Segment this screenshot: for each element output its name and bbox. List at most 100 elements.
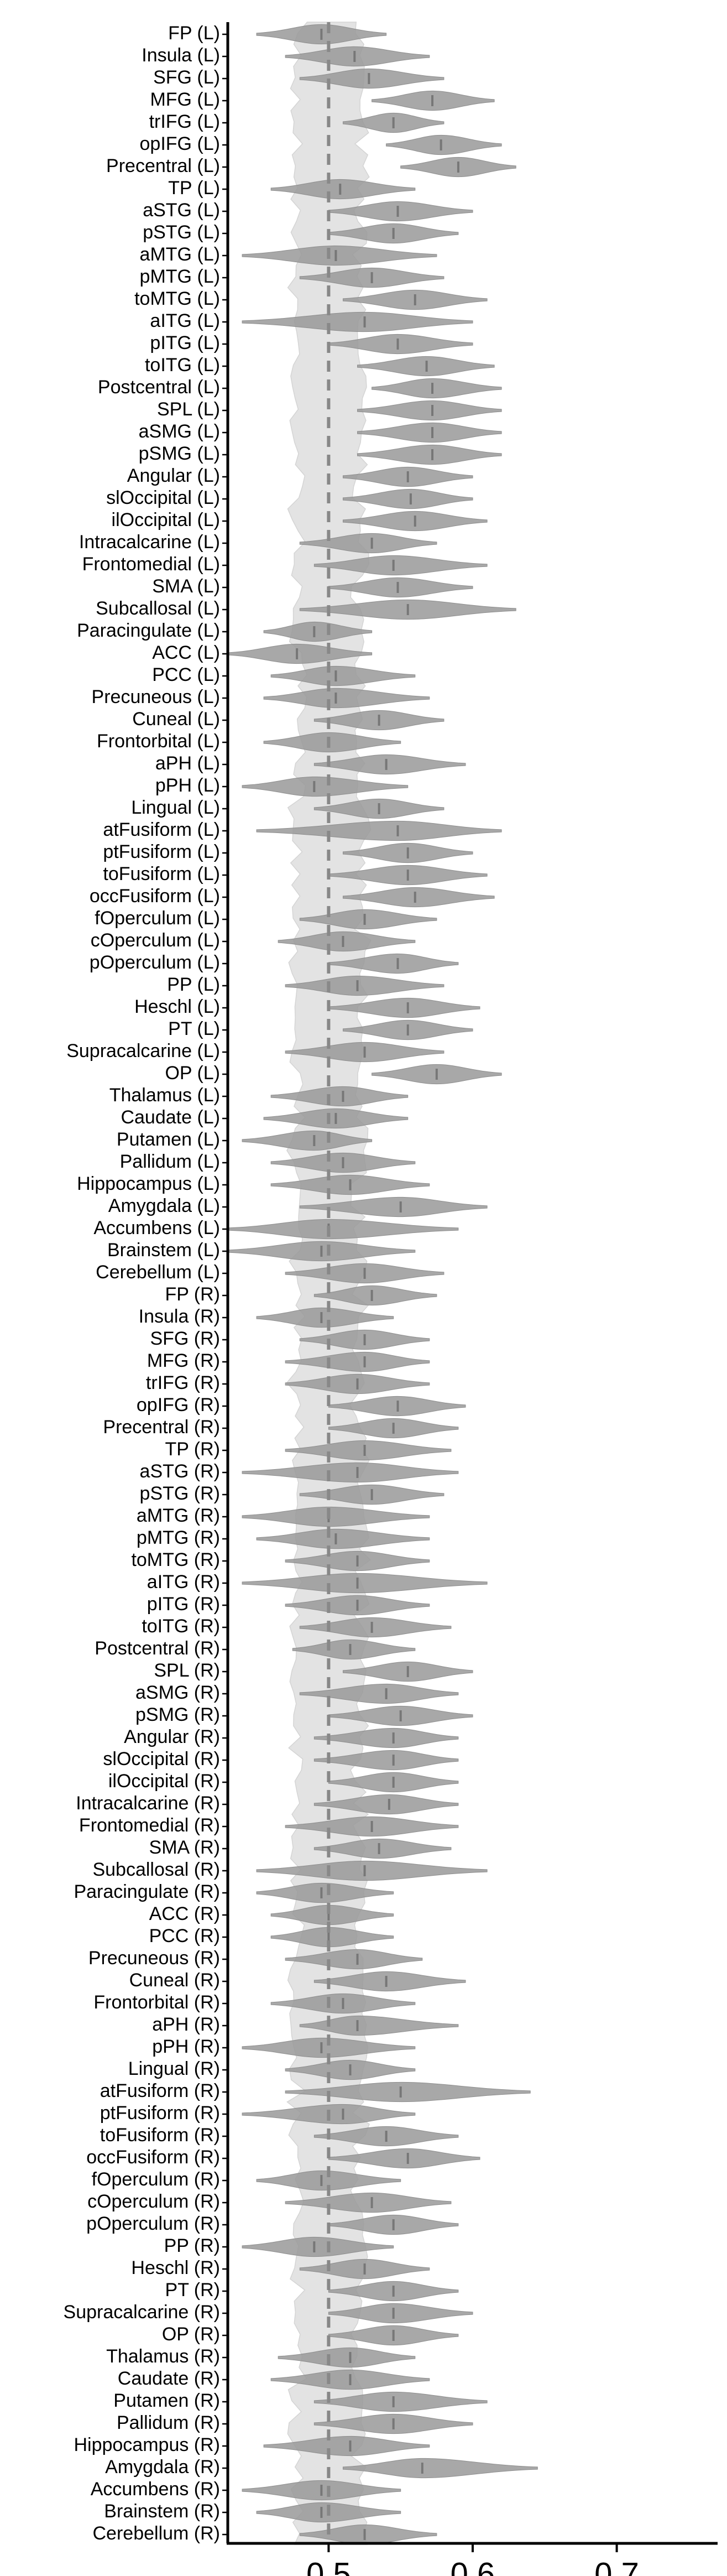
violin-body-105 bbox=[278, 2347, 416, 2368]
y-tick-label-16: Postcentral (L) bbox=[98, 377, 220, 398]
violin-body-75 bbox=[299, 1683, 459, 1704]
y-tick-label-56: Cerebellum (L) bbox=[96, 1262, 220, 1283]
violin-75 bbox=[299, 1683, 459, 1704]
violin-47 bbox=[372, 1064, 502, 1085]
violin-92 bbox=[285, 2059, 416, 2080]
violin-82 bbox=[313, 1838, 452, 1859]
violin-body-19 bbox=[357, 444, 502, 465]
violin-body-109 bbox=[263, 2436, 430, 2457]
y-tick-label-26: Subcallosal (L) bbox=[96, 598, 220, 619]
y-tick-label-40: fOperculum (L) bbox=[95, 908, 220, 929]
y-tick-label-31: Cuneal (L) bbox=[132, 709, 220, 730]
y-tick-label-47: OP (L) bbox=[165, 1063, 220, 1084]
y-tick-label-13: aITG (L) bbox=[150, 310, 220, 331]
violin-5 bbox=[386, 134, 502, 155]
violin-body-73 bbox=[292, 1639, 416, 1660]
y-tick-label-86: PCC (R) bbox=[149, 1926, 220, 1947]
y-tick-label-44: Heschl (L) bbox=[134, 996, 220, 1017]
violin-32 bbox=[263, 732, 401, 753]
violin-106 bbox=[270, 2369, 430, 2390]
y-tick-label-62: opIFG (R) bbox=[137, 1394, 220, 1416]
violin-78 bbox=[313, 1750, 459, 1771]
violin-body-107 bbox=[313, 2391, 488, 2412]
violin-77 bbox=[313, 1727, 459, 1748]
y-tick-label-100: PP (R) bbox=[164, 2235, 220, 2256]
y-tick-label-101: Heschl (R) bbox=[131, 2257, 220, 2278]
violin-group bbox=[227, 24, 538, 2545]
violin-body-54 bbox=[227, 1219, 459, 1240]
y-tick-label-113: Cerebellum (R) bbox=[93, 2523, 221, 2544]
violin-body-82 bbox=[313, 1838, 452, 1859]
violin-body-8 bbox=[328, 201, 473, 222]
violin-76 bbox=[328, 1705, 473, 1726]
violin-body-14 bbox=[328, 334, 473, 355]
violin-13 bbox=[242, 311, 473, 332]
violin-63 bbox=[328, 1418, 459, 1439]
violin-80 bbox=[313, 1794, 459, 1815]
y-tick-label-82: SMA (R) bbox=[149, 1837, 220, 1858]
y-tick-label-69: toMTG (R) bbox=[131, 1549, 220, 1570]
violin-28 bbox=[227, 643, 373, 664]
y-tick-label-34: pPH (L) bbox=[155, 775, 220, 796]
violin-body-48 bbox=[270, 1086, 409, 1107]
violin-body-42 bbox=[328, 953, 459, 974]
violin-102 bbox=[328, 2281, 459, 2302]
y-tick-label-102: PT (R) bbox=[165, 2280, 220, 2301]
y-tick-label-70: aITG (R) bbox=[147, 1571, 220, 1593]
y-tick-label-74: SPL (R) bbox=[154, 1660, 220, 1681]
violin-56 bbox=[285, 1263, 444, 1284]
x-tick-label-1: 0.6 bbox=[451, 2557, 495, 2576]
y-tick-label-108: Pallidum (R) bbox=[117, 2412, 220, 2433]
violin-43 bbox=[285, 975, 444, 996]
y-tick-label-79: ilOccipital (R) bbox=[108, 1771, 220, 1792]
violin-79 bbox=[328, 1772, 459, 1793]
violin-109 bbox=[263, 2436, 430, 2457]
violin-24 bbox=[313, 555, 488, 576]
y-tick-label-5: opIFG (L) bbox=[140, 133, 220, 154]
y-tick-label-14: pITG (L) bbox=[150, 332, 220, 353]
violin-95 bbox=[313, 2126, 459, 2147]
violin-55 bbox=[227, 1241, 416, 1262]
violin-101 bbox=[299, 2258, 430, 2280]
violin-53 bbox=[299, 1196, 488, 1217]
violin-60 bbox=[285, 1351, 430, 1372]
y-tick-label-45: PT (L) bbox=[168, 1018, 220, 1039]
y-tick-label-60: MFG (R) bbox=[147, 1350, 220, 1371]
y-tick-label-107: Putamen (R) bbox=[113, 2390, 220, 2411]
y-tick-label-2: SFG (L) bbox=[153, 67, 220, 88]
y-tick-label-37: ptFusiform (L) bbox=[103, 841, 220, 862]
violin-103 bbox=[328, 2303, 473, 2324]
y-tick-label-41: cOperculum (L) bbox=[91, 930, 220, 951]
violin-body-84 bbox=[256, 1882, 394, 1903]
violin-30 bbox=[263, 688, 430, 709]
y-tick-label-50: Putamen (L) bbox=[117, 1129, 220, 1150]
y-tick-label-98: cOperculum (R) bbox=[87, 2191, 220, 2212]
violin-body-100 bbox=[242, 2236, 394, 2257]
violin-39 bbox=[343, 887, 495, 908]
violin-86 bbox=[270, 1927, 394, 1948]
violin-body-86 bbox=[270, 1927, 394, 1948]
violin-body-88 bbox=[313, 1971, 466, 1992]
violin-35 bbox=[313, 798, 444, 819]
violin-body-24 bbox=[313, 555, 488, 576]
y-tick-label-59: SFG (R) bbox=[150, 1328, 220, 1349]
violin-67 bbox=[242, 1506, 430, 1527]
violin-74 bbox=[343, 1661, 473, 1682]
violin-96 bbox=[328, 2148, 480, 2169]
y-tick-label-66: pSTG (R) bbox=[140, 1483, 220, 1504]
y-tick-label-106: Caudate (R) bbox=[118, 2368, 220, 2389]
y-tick-label-83: Subcallosal (R) bbox=[92, 1859, 220, 1880]
violin-body-34 bbox=[242, 776, 409, 797]
violin-42 bbox=[328, 953, 459, 974]
y-tick-label-11: pMTG (L) bbox=[140, 266, 220, 287]
y-tick-label-95: toFusiform (R) bbox=[100, 2125, 220, 2146]
violin-body-36 bbox=[256, 820, 502, 841]
violin-body-5 bbox=[386, 134, 502, 155]
violin-58 bbox=[256, 1307, 394, 1328]
violin-4 bbox=[343, 112, 444, 133]
y-tick-label-18: aSMG (L) bbox=[139, 421, 220, 442]
y-tick-label-48: Thalamus (L) bbox=[109, 1085, 220, 1106]
y-tick-label-4: trIFG (L) bbox=[149, 111, 220, 132]
violin-27 bbox=[263, 621, 373, 642]
